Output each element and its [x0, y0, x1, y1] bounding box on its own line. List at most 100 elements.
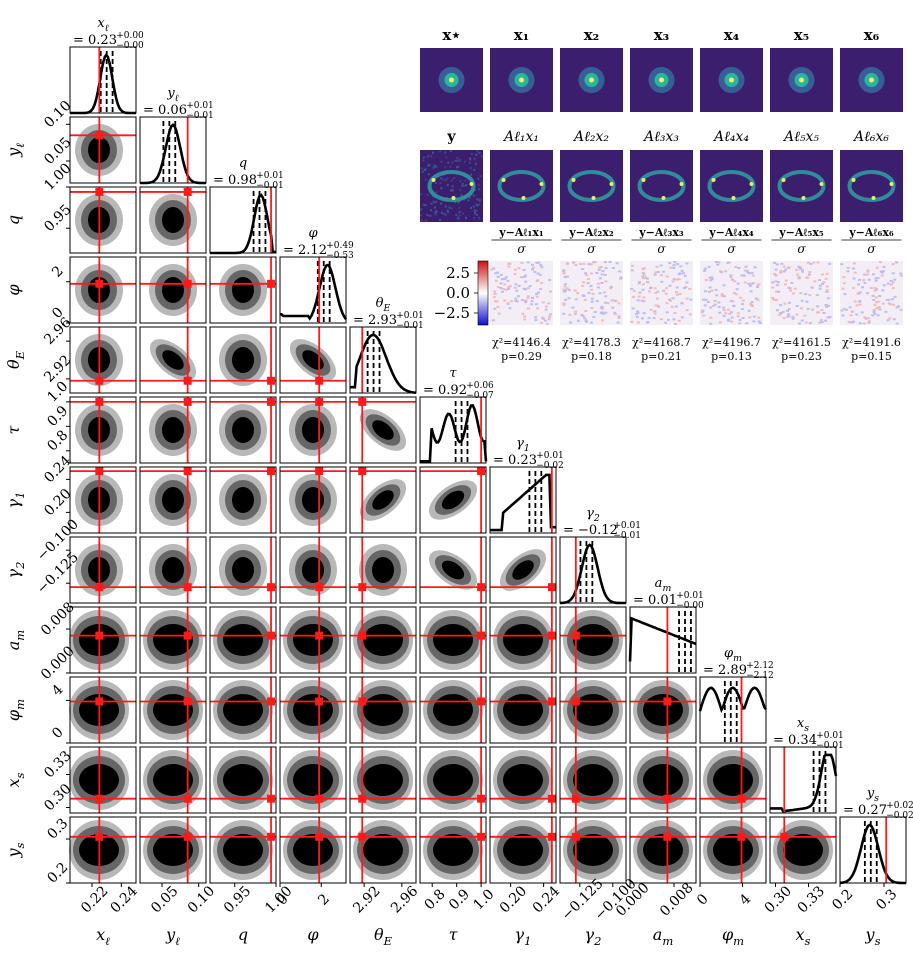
residual-pixel	[522, 287, 526, 290]
residual-pixel	[641, 272, 645, 275]
truth-marker	[358, 467, 367, 476]
param-title-symbol: ys	[866, 786, 879, 804]
contour-level	[783, 834, 823, 866]
residual-pixel	[804, 292, 808, 295]
residual-pixel	[610, 299, 614, 302]
lensed-panel-title: Aℓ₅x₅	[782, 129, 819, 145]
x-axis-12: 0.2 0.3 ys	[829, 883, 900, 948]
y-axis-label: yℓ	[4, 143, 27, 158]
residual-pixel	[708, 286, 712, 289]
residual-pixel	[858, 303, 862, 306]
scatter-panel-7-9	[489, 606, 557, 674]
residual-pixel	[565, 262, 569, 265]
scatter-panel-10-11	[699, 746, 767, 814]
residual-pixel	[878, 261, 882, 264]
residual-pixel	[581, 314, 585, 317]
residual-pixel	[494, 272, 498, 275]
panel-frame	[279, 746, 347, 814]
panel-frame	[279, 816, 347, 884]
panel-frame	[489, 676, 557, 744]
residual-pixel	[685, 309, 689, 312]
source-panel-title: x₆	[864, 26, 880, 44]
panel-frame	[349, 746, 417, 814]
contour-level	[441, 560, 465, 580]
x-axis-label: xs	[796, 925, 811, 948]
truth-marker	[571, 832, 580, 841]
residual-pixel	[645, 277, 649, 280]
noise-pixel	[458, 160, 461, 163]
residual-pixel	[895, 322, 899, 325]
residual-pixel	[630, 320, 634, 323]
p-value: p=0.29	[501, 350, 542, 363]
residual-pixel	[843, 293, 847, 296]
residual-pixel	[776, 284, 780, 287]
residual-pixel	[497, 286, 501, 289]
param-title-minus: −0.01	[186, 111, 214, 121]
residual-pixel	[540, 281, 544, 284]
scatter-panel-7-8	[489, 536, 557, 604]
einstein-ring	[707, 170, 756, 202]
contour-level	[232, 487, 254, 513]
residual-pixel	[840, 309, 844, 312]
residual-pixel	[889, 283, 893, 286]
scatter-panel-4-11	[279, 746, 347, 814]
noise-pixel	[454, 159, 457, 162]
param-title-plus: +0.01	[186, 101, 214, 111]
noise-pixel	[421, 170, 424, 173]
residual-pixel	[600, 307, 604, 310]
x-tick-label: 2.96	[388, 883, 421, 916]
residual-title: y−Aℓ₁x₁	[498, 226, 544, 239]
p-value: p=0.23	[781, 350, 822, 363]
scatter-panel-1-8	[69, 536, 137, 604]
residual-pixel	[710, 289, 714, 292]
noise-pixel	[475, 210, 478, 213]
residual-pixel	[524, 280, 528, 283]
hist-panel-4: φ = 2.12 +0.49−0.53	[279, 226, 354, 324]
panel-frame	[139, 256, 207, 324]
residual-pixel	[576, 319, 580, 322]
scatter-panel-9-10	[629, 676, 697, 744]
source-peak	[799, 77, 804, 83]
noise-pixel	[463, 198, 466, 201]
contour-level	[162, 487, 184, 513]
residual-pixel	[496, 275, 500, 278]
residual-pixel	[824, 303, 828, 306]
param-title: xs= 0.34 +0.01−0.01	[773, 716, 844, 751]
noise-pixel	[477, 216, 480, 219]
residual-pixel	[515, 289, 519, 292]
chi2-value: χ²=4191.6	[842, 336, 901, 349]
contour-level	[153, 624, 193, 656]
lensed-panel-title: Aℓ₆x₆	[852, 129, 889, 145]
truth-marker	[571, 794, 580, 803]
residual-pixel	[795, 268, 799, 271]
residual-pixel	[642, 296, 646, 299]
x-axis-label: θE	[374, 925, 393, 948]
noise-pixel	[470, 152, 473, 155]
residual-pixel	[591, 292, 595, 295]
y-axis-label: φm	[4, 699, 27, 721]
noise-pixel	[473, 212, 476, 215]
residual-pixel	[890, 298, 894, 301]
residual-pixel	[678, 272, 682, 275]
residual-pixel	[646, 281, 650, 284]
residual-pixel	[879, 270, 883, 273]
truth-marker	[183, 794, 192, 803]
residual-pixel	[718, 311, 722, 314]
panel-frame	[69, 816, 137, 884]
ring-knot	[539, 182, 544, 186]
panel-frame	[139, 116, 207, 184]
truth-marker	[315, 832, 324, 841]
panel-frame	[279, 606, 347, 674]
residual-panel	[700, 261, 763, 325]
param-title-value: = −0.12	[563, 523, 618, 538]
noise-pixel	[444, 151, 447, 154]
residual-pixel	[899, 308, 903, 311]
noise-pixel	[461, 182, 464, 185]
panel-frame	[279, 326, 347, 394]
residual-pixel	[841, 314, 845, 317]
residual-pixel	[704, 290, 708, 293]
residual-pixel	[535, 303, 539, 306]
noise-pixel	[427, 164, 430, 167]
residual-pixel	[517, 284, 521, 287]
